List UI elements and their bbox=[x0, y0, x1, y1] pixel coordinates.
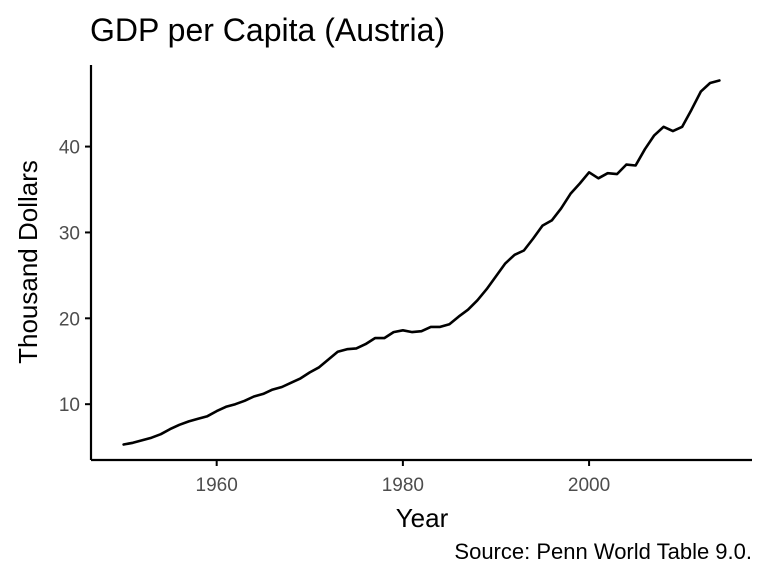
x-axis-title: Year bbox=[396, 503, 449, 533]
x-tick-label: 1980 bbox=[382, 475, 424, 496]
x-tick-label: 2000 bbox=[568, 475, 610, 496]
plot-area: 10 20 30 40 1960 1980 2000 bbox=[59, 65, 752, 496]
y-tick-label: 20 bbox=[59, 309, 80, 330]
y-tick-label: 10 bbox=[59, 395, 80, 416]
source-caption: Source: Penn World Table 9.0. bbox=[454, 539, 752, 564]
y-tick-label: 40 bbox=[59, 138, 80, 159]
gdp-series-line bbox=[122, 79, 721, 446]
x-tick-label: 1960 bbox=[196, 475, 238, 496]
y-tick-label: 30 bbox=[59, 223, 80, 244]
chart-title: GDP per Capita (Austria) bbox=[90, 12, 445, 48]
y-axis-title: Thousand Dollars bbox=[13, 160, 43, 364]
